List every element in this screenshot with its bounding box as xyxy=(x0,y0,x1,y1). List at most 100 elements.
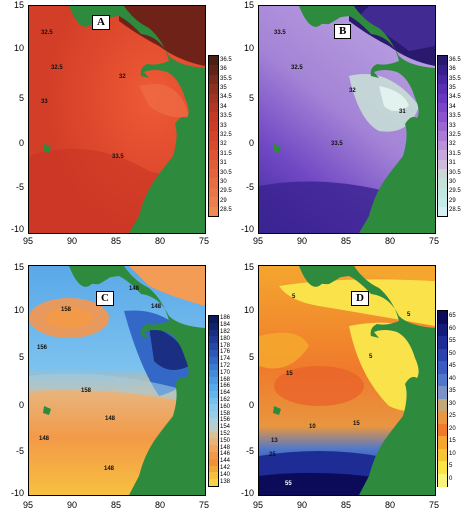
contour-label: 33.5 xyxy=(274,30,286,36)
colorbar-label: 140 xyxy=(220,471,231,478)
colorbar-label: 31 xyxy=(449,160,456,167)
contour-label: 148 xyxy=(104,466,115,472)
map-d: D 5 5 15 10 15 13 25 55 5 xyxy=(258,265,436,496)
colorbar-swatch xyxy=(209,458,218,467)
colorbar-label: 170 xyxy=(220,369,231,376)
y-tick: -10 xyxy=(10,224,24,234)
colorbar-swatch xyxy=(209,93,218,104)
contour-label: 148 xyxy=(151,304,162,310)
colorbar-label: 50 xyxy=(449,350,456,357)
y-tick: 0 xyxy=(248,138,254,148)
colorbar-swatch xyxy=(209,316,218,324)
colorbar-swatch xyxy=(438,168,447,179)
colorbar-label: 45 xyxy=(449,363,456,370)
y-tick: 15 xyxy=(13,0,24,10)
x-tick: 95 xyxy=(22,236,33,246)
colorbar-label: 34 xyxy=(220,103,227,110)
colorbar-label: 164 xyxy=(220,390,231,397)
colorbar-swatch xyxy=(209,390,218,399)
contour-label: 5 xyxy=(292,294,296,300)
contour-label: 33.5 xyxy=(331,141,343,147)
colorbar-swatch xyxy=(438,140,447,151)
contour-label: 15 xyxy=(286,371,293,377)
contour-label: 13 xyxy=(271,438,278,444)
x-tick: 80 xyxy=(384,500,395,510)
colorbar-label: 138 xyxy=(220,478,231,485)
contour-label: 55 xyxy=(285,481,292,487)
y-tick: 5 xyxy=(248,352,254,362)
x-tick: 85 xyxy=(110,236,121,246)
x-tick: 95 xyxy=(252,500,263,510)
colorbar-label: 30 xyxy=(449,179,456,186)
y-tick: -10 xyxy=(10,488,24,498)
colorbar-swatch xyxy=(209,159,218,170)
colorbar-label: 35 xyxy=(220,84,227,91)
colorbar-label: 33 xyxy=(220,122,227,129)
colorbar-swatch xyxy=(209,343,218,351)
contour-label: 32 xyxy=(119,74,126,80)
colorbar-b xyxy=(437,55,448,217)
colorbar-swatch xyxy=(209,411,218,419)
colorbar-label: 31 xyxy=(220,160,227,167)
colorbar-swatch xyxy=(209,452,218,460)
x-tick: 85 xyxy=(340,500,351,510)
colorbar-label: 34.5 xyxy=(449,94,461,101)
panel-d: D 5 5 15 10 15 13 25 55 5 15 10 5 0 -5 -… xyxy=(237,260,474,521)
colorbar-swatch xyxy=(209,187,218,198)
colorbar-label: 28.5 xyxy=(449,207,461,214)
colorbar-label: 30.5 xyxy=(220,169,232,176)
y-tick: 0 xyxy=(18,400,24,410)
x-tick: 80 xyxy=(384,236,395,246)
colorbar-label: 172 xyxy=(220,363,231,369)
colorbar-label: 178 xyxy=(220,342,231,349)
colorbar-swatch xyxy=(438,461,447,474)
panel-letter: C xyxy=(96,291,114,306)
colorbar-swatch xyxy=(438,103,447,113)
colorbar-swatch xyxy=(438,323,447,337)
colorbar-swatch xyxy=(209,322,218,331)
colorbar-label: 5 xyxy=(449,463,453,470)
colorbar-label: 20 xyxy=(449,425,456,432)
colorbar-swatch xyxy=(209,131,218,142)
colorbar-label: 148 xyxy=(220,444,231,451)
colorbar-swatch xyxy=(209,56,218,66)
y-tick: -10 xyxy=(240,224,254,234)
y-tick: -10 xyxy=(240,488,254,498)
colorbar-swatch xyxy=(438,56,447,66)
colorbar-label: 162 xyxy=(220,397,231,403)
x-tick: 75 xyxy=(428,236,439,246)
x-tick: 75 xyxy=(428,500,439,510)
colorbar-label: 15 xyxy=(449,438,456,445)
colorbar-label: 158 xyxy=(220,410,231,417)
contour-label: 148 xyxy=(129,286,140,292)
colorbar-label: 152 xyxy=(220,431,231,437)
colorbar-swatch xyxy=(438,373,447,387)
contour-label: 31 xyxy=(399,109,406,115)
colorbar-label: 33.5 xyxy=(449,113,461,120)
colorbar-label: 160 xyxy=(220,403,231,410)
colorbar-swatch xyxy=(209,363,218,371)
colorbar-label: 176 xyxy=(220,349,231,356)
colorbar-label: 168 xyxy=(220,376,231,383)
colorbar-label: 184 xyxy=(220,322,231,329)
y-tick: 15 xyxy=(243,262,254,272)
colorbar-label: 144 xyxy=(220,458,231,465)
contour-label: 148 xyxy=(39,436,50,442)
colorbar-swatch xyxy=(209,178,218,189)
colorbar-label: 30 xyxy=(449,400,456,407)
y-tick: -5 xyxy=(245,446,254,456)
colorbar-label: 166 xyxy=(220,383,231,390)
colorbar-label: 174 xyxy=(220,356,231,363)
y-tick: 10 xyxy=(243,305,254,315)
colorbar-swatch xyxy=(209,445,218,453)
contour-label: 5 xyxy=(369,354,373,360)
colorbar-swatch xyxy=(438,187,447,198)
colorbar-swatch xyxy=(209,197,218,208)
colorbar-label: 150 xyxy=(220,437,231,444)
colorbar-c xyxy=(208,315,219,487)
map-c-field xyxy=(29,266,205,495)
panel-b: B 33.5 32.5 32 31 33.5 15 10 5 0 -5 -10 … xyxy=(237,0,474,260)
colorbar-swatch xyxy=(209,150,218,161)
colorbar-swatch xyxy=(438,398,447,412)
colorbar-label: 32.5 xyxy=(220,132,232,138)
